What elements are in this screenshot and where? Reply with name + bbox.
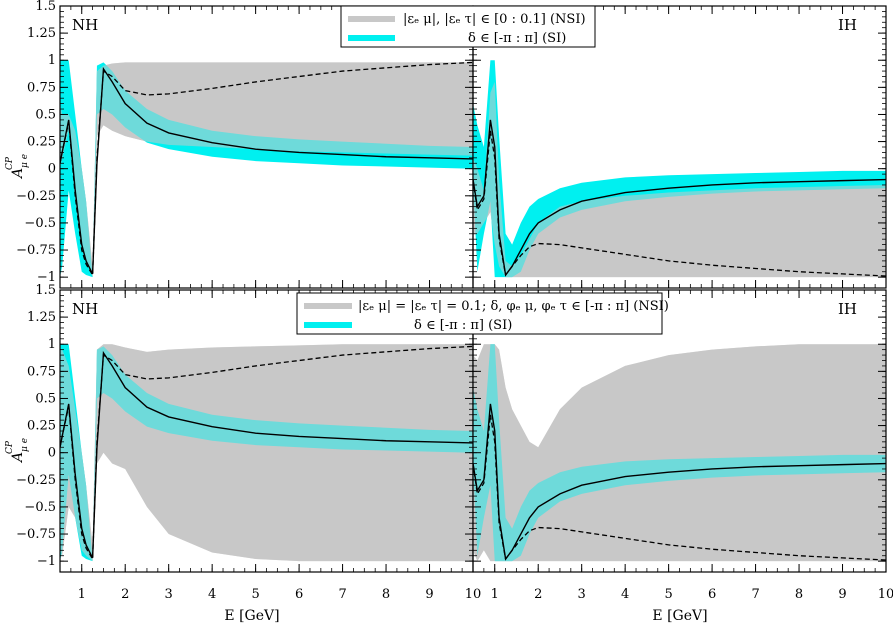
x-tick-label: 10 [465,587,482,602]
x-tick-label: 6 [708,587,716,602]
plot-area [60,344,473,562]
y-title-bottom-sup: CP [5,440,15,454]
y-title-top-sup: CP [5,156,15,170]
y-tick-label: 1.5 [35,0,56,14]
nsi-dashed-line [473,414,886,561]
x-tick-label: 10 [878,587,893,602]
panel-top-right: IH [472,5,887,289]
y-tick-label: −1 [37,270,56,285]
si-central-line [60,350,473,559]
y-tick-label: 0.25 [27,419,56,434]
legend-top-nsi-label: |εₑ μ|, |εₑ τ| ∈ [0 : 0.1] (NSI) [403,12,586,27]
legend-top-si-label: δ ∈ [-π : π] (SI) [468,31,566,46]
overlap-band [60,344,473,562]
x-tick-label: 6 [295,587,303,602]
overlap-band [473,81,886,278]
panel-label-bottom-right: IH [838,300,857,318]
y-title-bottom-main: A [10,452,26,464]
x-tick-label: 1 [78,587,86,602]
x-tick-label: 3 [165,587,173,602]
x-tick-label: 8 [795,587,803,602]
panel-bottom-left: 1.5 1.25 1 0.75 0.5 0.25 0 −0.25 −0.5 −0.75 −1 1 2 3 4… [16,283,481,602]
y-tick-label: 1 [48,337,56,352]
si-central-line [60,66,473,275]
nsi-dashed-line [473,130,886,277]
plot-area [473,344,886,562]
y-tick-label: −0.75 [16,527,56,542]
x-tick-label: 5 [664,587,672,602]
panels: 1.5 1.25 1 0.75 0.5 0.25 0 −0.25 −0.5 −0.75 −1 NH IH… [16,0,893,602]
x-tick-label: 4 [621,587,629,602]
y-tick-label: 1.5 [35,283,56,298]
y-axis-title-bottom: A CP μ e [5,438,30,464]
panel-label-top-left: NH [72,16,98,34]
x-tick-label: 7 [338,587,346,602]
legend-top: |εₑ μ|, |εₑ τ| ∈ [0 : 0.1] (NSI) δ ∈ [-π… [340,5,596,48]
y-tick-label: 1.25 [27,310,56,325]
legend-bottom-si-label: δ ∈ [-π : π] (SI) [414,318,512,333]
y-tick-label: 0 [48,162,56,177]
plot-area [60,60,473,278]
legend-bottom-box [296,292,663,335]
y-tick-label: −0.5 [24,500,56,515]
x-tick-label: 1 [491,587,499,602]
y-tick-label: 1 [48,53,56,68]
x-axis-title-right: E [GeV] [652,608,707,624]
overlap-band [60,62,473,278]
y-tick-label: −0.75 [16,243,56,258]
y-tick-label: −0.25 [16,473,56,488]
x-tick-label: 8 [382,587,390,602]
si-central-line [473,403,886,561]
panel-bottom-right: 1 2 3 4 5 6 7 8 9 10 IH [472,289,893,602]
x-tick-label: 9 [838,587,846,602]
y-tick-label: 1.25 [27,26,56,41]
x-tick-label: 2 [121,587,129,602]
plot-area [473,60,886,278]
y-tick-label: 0.75 [27,80,56,95]
panel-label-bottom-left: NH [72,300,98,318]
y-tick-label: 0 [48,446,56,461]
x-tick-label: 7 [751,587,759,602]
y-tick-label: 0.5 [35,391,56,406]
y-title-top-sub: μ e [20,154,30,168]
si-central-line [473,119,886,277]
x-tick-label: 5 [251,587,259,602]
y-tick-label: −1 [37,554,56,569]
legend-bottom: |εₑ μ| = |εₑ τ| = 0.1; δ, φₑ μ, φₑ τ ∈ [… [296,292,669,335]
y-tick-label: −0.5 [24,216,56,231]
x-axis-title-left: E [GeV] [224,608,279,624]
y-title-bottom-sub: μ e [20,438,30,452]
y-axis-title-top: A CP μ e [5,154,30,180]
y-tick-label: 0.75 [27,364,56,379]
nsi-dashed-line [60,61,473,278]
panel-label-top-right: IH [838,16,857,34]
x-tick-label: 2 [534,587,542,602]
y-tick-label: −0.25 [16,189,56,204]
x-tick-label: 4 [208,587,216,602]
y-tick-label: 0.5 [35,107,56,122]
legend-bottom-nsi-label: |εₑ μ| = |εₑ τ| = 0.1; δ, φₑ μ, φₑ τ ∈ [… [358,299,669,314]
overlap-band [473,344,886,562]
si-band [473,60,886,278]
x-tick-label: 3 [578,587,586,602]
nsi-dashed-line [60,345,473,562]
y-title-top-main: A [10,168,26,180]
y-tick-label: 0.25 [27,135,56,150]
x-tick-label: 9 [425,587,433,602]
